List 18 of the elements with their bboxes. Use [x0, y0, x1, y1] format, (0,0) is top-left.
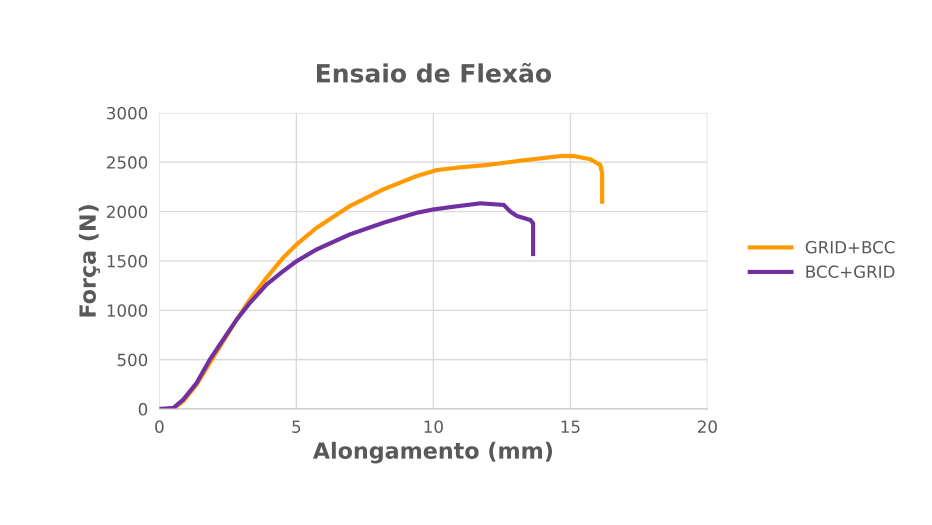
x-tick-label: 5	[292, 420, 300, 433]
y-tick-label: 0	[138, 402, 148, 416]
y-tick-label: 2000	[107, 206, 148, 218]
x-axis-title: Alongamento (mm)	[312, 442, 552, 464]
y-tick-label: 500	[118, 354, 148, 366]
x-tick-label: 15	[562, 420, 580, 433]
legend-label: BCC+GRID	[806, 265, 894, 278]
y-axis-title: Força (N)	[78, 205, 100, 317]
y-tick-label: 3000	[107, 106, 148, 120]
y-tick-label: 1000	[108, 304, 148, 317]
y-tick-label: 2500	[107, 156, 148, 169]
line-series	[159, 201, 536, 409]
chart-title: Ensaio de Flexão	[316, 62, 552, 83]
y-tick-label: 1500	[108, 254, 148, 268]
legend-label: GRID+BCC	[806, 240, 895, 254]
x-tick-label: 0	[155, 420, 164, 433]
x-tick-label: 20	[698, 420, 717, 433]
x-tick-label: 10	[424, 420, 443, 433]
